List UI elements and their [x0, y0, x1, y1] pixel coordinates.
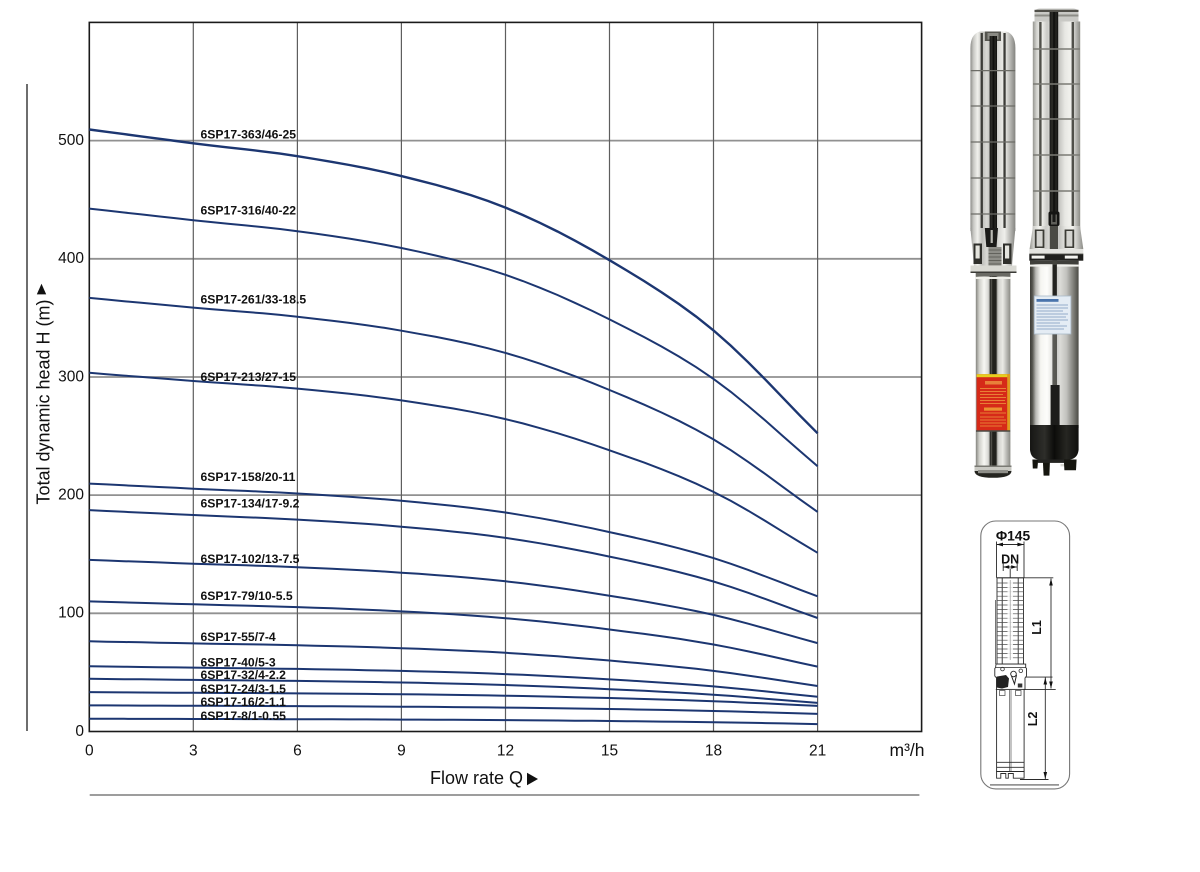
svg-text:6SP17-55/7-4: 6SP17-55/7-4 [201, 630, 276, 644]
svg-text:6SP17-316/40-22: 6SP17-316/40-22 [201, 204, 297, 218]
svg-text:Flow rate Q: Flow rate Q [430, 768, 523, 788]
svg-text:15: 15 [601, 743, 618, 760]
svg-text:6SP17-79/10-5.5: 6SP17-79/10-5.5 [201, 589, 293, 603]
svg-text:0: 0 [75, 723, 84, 740]
svg-text:DN: DN [1001, 552, 1019, 566]
svg-text:9: 9 [397, 743, 406, 760]
svg-text:400: 400 [58, 250, 84, 267]
svg-text:6SP17-102/13-7.5: 6SP17-102/13-7.5 [201, 552, 300, 566]
svg-text:6SP17-16/2-1.1: 6SP17-16/2-1.1 [201, 695, 287, 709]
svg-text:300: 300 [58, 368, 84, 385]
svg-text:m³/h: m³/h [890, 740, 925, 760]
svg-text:6SP17-134/17-9.2: 6SP17-134/17-9.2 [201, 497, 300, 511]
svg-text:100: 100 [58, 605, 84, 622]
svg-text:0: 0 [85, 743, 94, 760]
svg-text:Φ145: Φ145 [996, 529, 1031, 544]
svg-text:21: 21 [809, 743, 826, 760]
svg-text:6SP17-213/27-15: 6SP17-213/27-15 [201, 370, 297, 384]
svg-text:Total dynamic head H (m): Total dynamic head H (m) [34, 299, 54, 504]
svg-text:6SP17-8/1-0.55: 6SP17-8/1-0.55 [201, 709, 287, 723]
svg-text:500: 500 [58, 132, 84, 149]
svg-text:3: 3 [189, 743, 198, 760]
svg-text:6SP17-24/3-1.5: 6SP17-24/3-1.5 [201, 682, 287, 696]
svg-text:L1: L1 [1030, 620, 1044, 635]
svg-text:6: 6 [293, 743, 302, 760]
svg-text:6SP17-158/20-11: 6SP17-158/20-11 [201, 470, 296, 484]
svg-text:200: 200 [58, 486, 84, 503]
svg-text:18: 18 [705, 743, 722, 760]
svg-text:12: 12 [497, 743, 514, 760]
svg-text:L2: L2 [1026, 712, 1040, 727]
svg-text:6SP17-40/5-3: 6SP17-40/5-3 [201, 656, 276, 670]
svg-text:6SP17-32/4-2.2: 6SP17-32/4-2.2 [201, 668, 287, 682]
svg-text:6SP17-363/46-25: 6SP17-363/46-25 [201, 127, 297, 141]
svg-text:6SP17-261/33-18.5: 6SP17-261/33-18.5 [201, 293, 307, 307]
